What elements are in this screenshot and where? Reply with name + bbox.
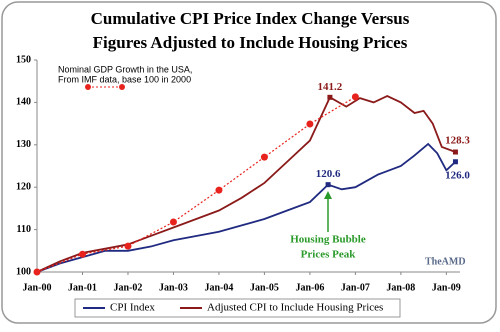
data-label: 126.0 xyxy=(445,169,470,181)
point xyxy=(215,186,223,194)
point xyxy=(306,120,314,128)
chart-title: Figures Adjusted to Include Housing Pric… xyxy=(93,33,408,52)
x-tick-label: Jan-02 xyxy=(114,282,143,293)
annotation: Housing Bubble xyxy=(290,234,366,246)
y-tick-label: 130 xyxy=(16,139,31,150)
x-tick-label: Jan-07 xyxy=(341,282,370,293)
annotation: Prices Peak xyxy=(301,249,357,261)
legend-box xyxy=(74,298,401,318)
y-tick-label: 150 xyxy=(16,54,31,65)
x-tick-label: Jan-00 xyxy=(23,282,52,293)
y-tick-label: 140 xyxy=(16,97,31,108)
y-tick-label: 100 xyxy=(16,266,31,277)
annotation-arrowhead xyxy=(324,191,332,199)
point-marker xyxy=(452,159,458,165)
inset-dot xyxy=(85,84,91,90)
y-tick-label: 120 xyxy=(16,181,31,192)
series-line xyxy=(36,95,456,273)
x-tick-label: Jan-04 xyxy=(204,282,233,293)
x-tick-label: Jan-08 xyxy=(386,282,415,293)
point-marker xyxy=(325,182,331,188)
x-tick-label: Jan-03 xyxy=(159,282,188,293)
series-line xyxy=(36,142,457,273)
chart-title: Cumulative CPI Price Index Change Versus xyxy=(91,9,410,28)
point xyxy=(33,268,41,276)
x-tick-label: Jan-01 xyxy=(68,282,97,293)
inset-note: From IMF data, base 100 in 2000 xyxy=(58,74,191,84)
point xyxy=(78,250,86,258)
x-tick-label: Jan-06 xyxy=(295,282,324,293)
data-label: 120.6 xyxy=(316,168,341,180)
x-tick-label: Jan-09 xyxy=(432,282,461,293)
legend-label: Adjusted CPI to Include Housing Prices xyxy=(207,302,383,314)
legend-label: CPI Index xyxy=(110,302,155,314)
x-tick-label: Jan-05 xyxy=(250,282,279,293)
inset-box xyxy=(48,63,198,97)
point-marker xyxy=(327,94,333,100)
series-line xyxy=(36,96,356,273)
point-marker xyxy=(452,149,458,155)
point xyxy=(260,153,268,161)
y-tick-label: 110 xyxy=(17,224,31,235)
point xyxy=(124,242,132,250)
point xyxy=(351,93,359,101)
data-label: 128.3 xyxy=(445,135,470,147)
data-label: 141.2 xyxy=(318,81,343,93)
inset-dot xyxy=(119,84,125,90)
point xyxy=(169,218,177,226)
inset-title: Nominal GDP Growth in the USA, xyxy=(58,64,192,74)
watermark: TheAMD xyxy=(425,256,466,267)
